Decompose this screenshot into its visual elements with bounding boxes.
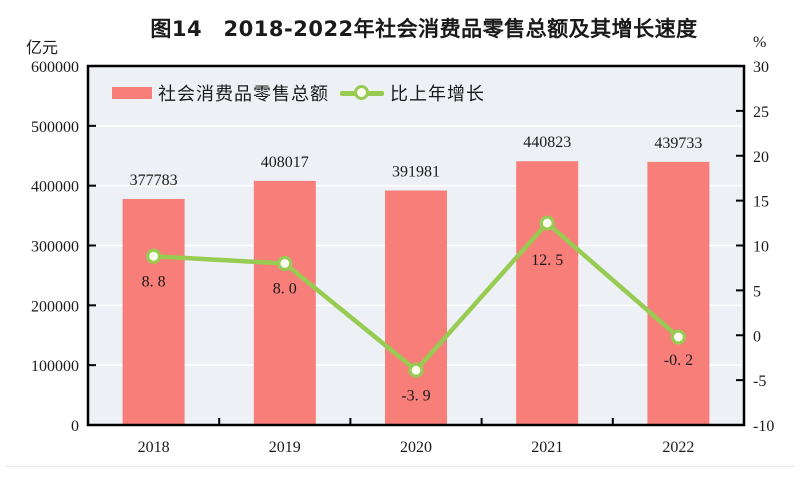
legend: 社会消费品零售总额 比上年增长 (112, 83, 485, 105)
line-label-2020: -3. 9 (401, 387, 430, 404)
left-axis-tick-label: 100000 (31, 358, 79, 375)
left-axis-tick-label: 600000 (31, 59, 79, 76)
right-axis-tick-label: 30 (753, 59, 769, 76)
line-label-2019: 8. 0 (273, 280, 297, 297)
right-axis-tick-label: 0 (753, 328, 761, 345)
bar-legend-swatch (112, 87, 152, 99)
x-label-2021: 2021 (531, 439, 563, 456)
marker-2020 (408, 362, 424, 378)
line-label-2021: 12. 5 (531, 252, 563, 269)
left-axis-unit: 亿元 (26, 38, 59, 57)
line-label-2022: -0. 2 (664, 352, 693, 369)
right-axis-tick-label: 15 (753, 194, 769, 211)
line-legend-label: 比上年增长 (390, 84, 485, 105)
bar-2021 (516, 161, 579, 425)
right-axis-tick-label: 5 (753, 283, 761, 300)
left-axis-tick-label: 300000 (31, 239, 79, 256)
right-axis-tick-label: 25 (753, 104, 769, 121)
right-axis-tick-label: 10 (753, 239, 769, 256)
left-axis-tick-label: 200000 (31, 298, 79, 315)
bar-label-2021: 440823 (523, 134, 571, 151)
x-label-2019: 2019 (269, 439, 301, 456)
marker-2021 (539, 215, 555, 231)
bar-2018 (122, 198, 185, 425)
x-label-2018: 2018 (138, 439, 170, 456)
bar-label-2019: 408017 (261, 154, 309, 171)
chart-title: 图14 2018-2022年社会消费品零售总额及其增长速度 (150, 17, 698, 41)
marker-2018 (146, 248, 162, 264)
right-axis-tick-label: -5 (753, 373, 766, 390)
line-label-2018: 8. 8 (142, 273, 166, 290)
bar-label-2022: 439733 (654, 135, 702, 152)
x-label-2022: 2022 (662, 439, 694, 456)
bar-label-2018: 377783 (130, 172, 178, 189)
bar-2020 (385, 190, 447, 425)
bar-label-2020: 391981 (392, 163, 440, 180)
bar-2022 (647, 161, 710, 426)
bar-2019 (253, 180, 316, 425)
line-legend-icon (340, 85, 384, 101)
right-axis-unit: % (753, 34, 767, 51)
left-axis-tick-label: 0 (71, 418, 79, 435)
marker-2022 (670, 329, 687, 345)
bar-legend-label: 社会消费品零售总额 (158, 84, 329, 105)
right-axis-tick-label: -10 (753, 418, 774, 435)
x-label-2020: 2020 (400, 439, 432, 456)
page-divider (6, 466, 794, 467)
marker-2019 (277, 255, 293, 272)
left-axis-tick-label: 500000 (31, 119, 79, 136)
left-axis-tick-label: 400000 (31, 179, 79, 196)
line-legend-marker (354, 85, 369, 100)
right-axis-tick-label: 20 (753, 149, 769, 166)
